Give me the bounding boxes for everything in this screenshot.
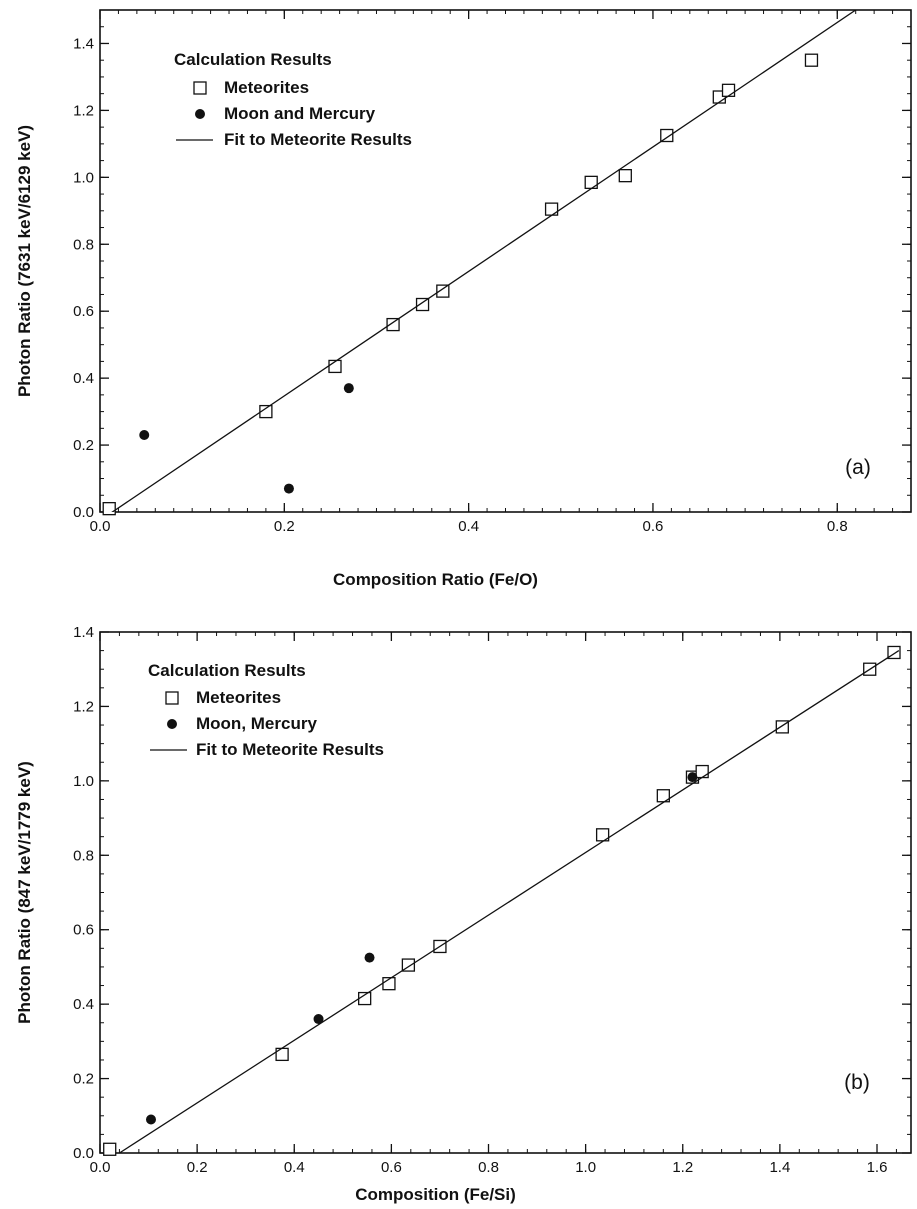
legend-square-icon — [193, 81, 207, 95]
y-tick-label: 0.8 — [73, 236, 94, 253]
x-tick-label: 0.4 — [284, 1159, 305, 1176]
y-tick-label: 0.6 — [73, 303, 94, 320]
legend-entry: Fit to Meteorite Results — [196, 740, 384, 759]
x-tick-label: 1.0 — [575, 1159, 596, 1176]
legend-entry: Moon, Mercury — [196, 714, 317, 733]
x-tick-label: 0.4 — [458, 518, 479, 535]
y-tick-label: 1.2 — [73, 102, 94, 119]
y-tick-label: 0.2 — [73, 437, 94, 454]
x-tick-label: 1.4 — [769, 1159, 790, 1176]
y-axis-title: Photon Ratio (847 keV/1779 keV) — [15, 761, 34, 1024]
moon-mercury-point — [145, 1114, 156, 1125]
legend: Calculation Results Meteorites Moon and Me… — [174, 50, 412, 149]
legend-circle-icon — [195, 109, 205, 119]
moon-mercury-point — [313, 1014, 324, 1025]
x-tick-label: 0.0 — [90, 518, 111, 535]
legend-title: Calculation Results — [148, 661, 306, 680]
x-tick-label: 0.8 — [827, 518, 848, 535]
meteorite-point — [415, 297, 430, 312]
panel-label: (b) — [844, 1071, 870, 1094]
legend-circle-icon — [167, 719, 177, 729]
y-axis-title: Photon Ratio (7631 keV/6129 keV) — [15, 125, 34, 397]
meteorite-point — [102, 502, 116, 516]
x-tick-label: 0.0 — [90, 1159, 111, 1176]
meteorite-point — [804, 53, 819, 67]
y-tick-label: 0.8 — [73, 847, 94, 864]
y-tick-label: 0.2 — [73, 1071, 94, 1088]
meteorite-point — [103, 1142, 117, 1156]
meteorite-point — [721, 83, 736, 97]
x-tick-label: 0.6 — [643, 518, 664, 535]
x-axis-title: Composition (Fe/Si) — [355, 1185, 516, 1204]
legend: Calculation Results Meteorites Moon, Mercu… — [148, 661, 384, 759]
legend-entry: Fit to Meteorite Results — [224, 130, 412, 149]
y-tick-label: 1.0 — [73, 169, 94, 186]
plot-frame — [99, 9, 912, 513]
fit-line — [119, 650, 900, 1153]
x-tick-label: 0.2 — [187, 1159, 208, 1176]
moon-mercury-point — [283, 483, 294, 494]
meteorite-point — [695, 764, 709, 779]
x-tick-label: 1.6 — [867, 1159, 888, 1176]
moon-mercury-point — [687, 772, 698, 783]
y-tick-label: 0.0 — [73, 504, 94, 521]
legend-entry: Meteorites — [224, 78, 309, 97]
y-tick-label: 1.0 — [73, 773, 94, 790]
legend-title: Calculation Results — [174, 50, 332, 69]
y-tick-label: 0.6 — [73, 922, 94, 939]
legend-square-icon — [165, 691, 179, 705]
y-tick-label: 1.4 — [73, 624, 94, 641]
legend-entry: Meteorites — [196, 688, 281, 707]
moon-mercury-point — [139, 430, 150, 441]
meteorite-point — [386, 317, 400, 332]
legend-entry: Moon and Mercury — [224, 104, 376, 123]
y-tick-label: 0.4 — [73, 996, 94, 1013]
x-tick-label: 0.2 — [274, 518, 295, 535]
x-axis-title: Composition Ratio (Fe/O) — [333, 570, 538, 589]
moon-mercury-point — [343, 383, 354, 394]
panel-label: (a) — [845, 456, 871, 479]
y-tick-label: 0.4 — [73, 370, 94, 387]
meteorite-point — [660, 128, 674, 143]
x-tick-label: 1.2 — [672, 1159, 693, 1176]
y-tick-label: 1.2 — [73, 698, 94, 715]
meteorite-point — [259, 404, 273, 419]
y-tick-label: 0.0 — [73, 1145, 94, 1162]
x-tick-label: 0.6 — [381, 1159, 402, 1176]
moon-mercury-point — [364, 952, 375, 963]
y-tick-label: 1.4 — [73, 35, 94, 52]
plot-frame — [99, 631, 912, 1154]
x-tick-label: 0.8 — [478, 1159, 499, 1176]
fit-line — [111, 10, 857, 512]
meteorite-point — [618, 169, 632, 183]
meteorite-point — [436, 284, 450, 298]
chart-panel-b: 0.0 0.2 0.4 0.6 0.8 1.0 1.2 1.4 1.6 0.0 0.2 0.4 0.6 0… — [15, 624, 912, 1204]
chart-panel-a: 0.0 0.2 0.4 0.6 0.8 0.0 0.2 0.4 0.6 0.8 1.0 1.2 1.4 C… — [15, 9, 912, 589]
